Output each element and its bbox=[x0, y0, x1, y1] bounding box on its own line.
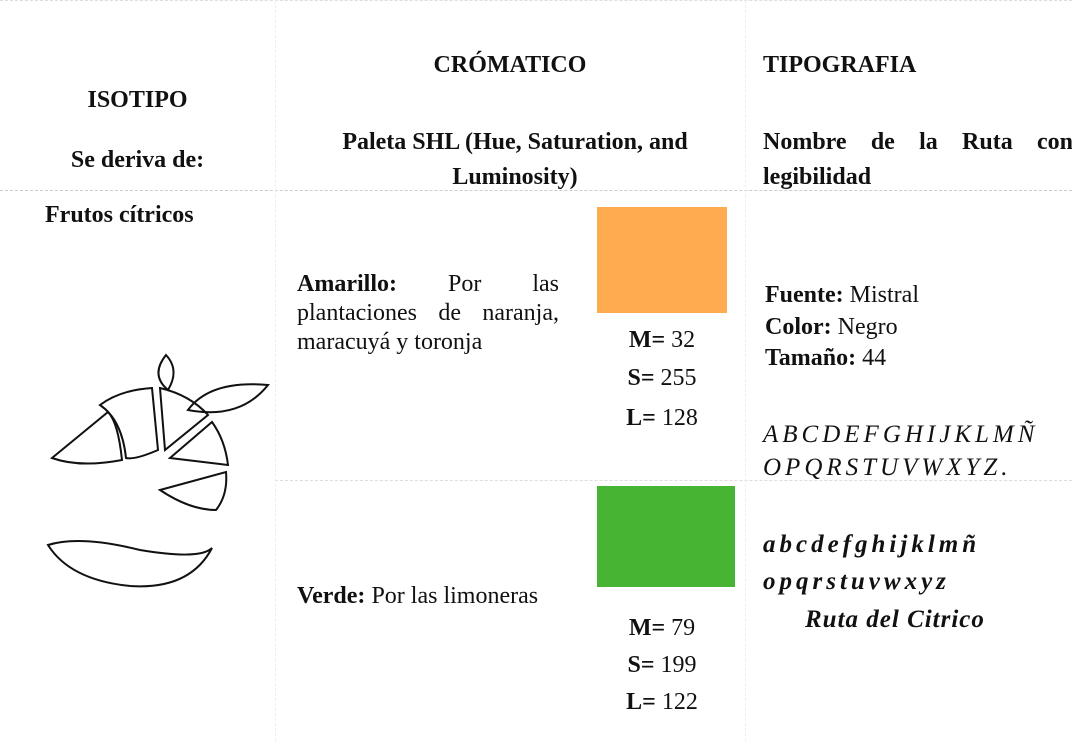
color-text: Por las plantaciones de naranja, maracuy… bbox=[297, 271, 560, 355]
color-value: S= 255 bbox=[597, 363, 727, 393]
value-label: S= bbox=[627, 652, 655, 678]
color-description: Verde: Por las limoneras bbox=[297, 580, 559, 613]
color-value: L= 122 bbox=[597, 687, 727, 717]
value-number: 255 bbox=[660, 365, 697, 391]
font-sample: OPQRSTUVWXYZ. bbox=[763, 454, 1012, 481]
value-number: 128 bbox=[661, 405, 698, 431]
color-value: M= 32 bbox=[597, 325, 727, 355]
font-property: Color: Negro bbox=[765, 312, 898, 342]
color-value: S= 199 bbox=[597, 650, 727, 680]
value-label: L= bbox=[626, 689, 656, 715]
property-value: 44 bbox=[862, 345, 887, 371]
font-property: Fuente: Mistral bbox=[765, 280, 919, 310]
property-value: Negro bbox=[837, 314, 898, 340]
property-label: Tamaño: bbox=[765, 345, 857, 371]
font-property: Tamaño: 44 bbox=[765, 343, 886, 373]
value-number: 32 bbox=[671, 327, 696, 353]
header-divider bbox=[0, 190, 1072, 191]
table-border bbox=[0, 0, 1072, 1]
color-swatch bbox=[597, 207, 727, 313]
font-sample: Ruta del Citrico bbox=[805, 606, 985, 633]
color-value: L= 128 bbox=[597, 403, 727, 433]
value-label: M= bbox=[628, 615, 666, 641]
color-name: Amarillo: bbox=[297, 271, 397, 297]
color-text: Por las limoneras bbox=[371, 583, 539, 609]
color-value: M= 79 bbox=[597, 613, 727, 643]
color-swatch bbox=[597, 486, 735, 587]
value-number: 79 bbox=[671, 615, 696, 641]
column-divider bbox=[745, 0, 746, 741]
header-subtitle: Se deriva de: bbox=[70, 147, 205, 173]
column-divider bbox=[275, 0, 276, 741]
header-title: CRÓMATICO bbox=[433, 52, 587, 78]
row-divider bbox=[275, 480, 1072, 481]
header-subtitle: Paleta SHL (Hue, Saturation, and Luminos… bbox=[342, 129, 688, 190]
value-label: S= bbox=[627, 365, 655, 391]
value-number: 122 bbox=[661, 689, 698, 715]
header-title: TIPOGRAFIA bbox=[763, 52, 917, 78]
property-value: Mistral bbox=[849, 282, 919, 308]
value-number: 199 bbox=[660, 652, 697, 678]
color-name: Verde: bbox=[297, 583, 366, 609]
header-title: ISOTIPO bbox=[87, 87, 188, 113]
isotipo-drawing bbox=[46, 353, 270, 588]
property-label: Fuente: bbox=[765, 282, 844, 308]
property-label: Color: bbox=[765, 314, 832, 340]
font-sample: opqrstuvwxyz bbox=[763, 568, 950, 595]
font-sample: abcdefghijklmñ bbox=[763, 531, 981, 558]
isotipo-label: Frutos cítricos bbox=[45, 202, 194, 228]
font-sample: ABCDEFGHIJKLMÑ bbox=[763, 421, 1039, 448]
header-subtitle: Nombre de la Ruta con legibilidad bbox=[763, 129, 1072, 190]
color-description: Amarillo: Por las plantaciones de naranj… bbox=[297, 270, 559, 357]
value-label: L= bbox=[626, 405, 656, 431]
value-label: M= bbox=[628, 327, 666, 353]
